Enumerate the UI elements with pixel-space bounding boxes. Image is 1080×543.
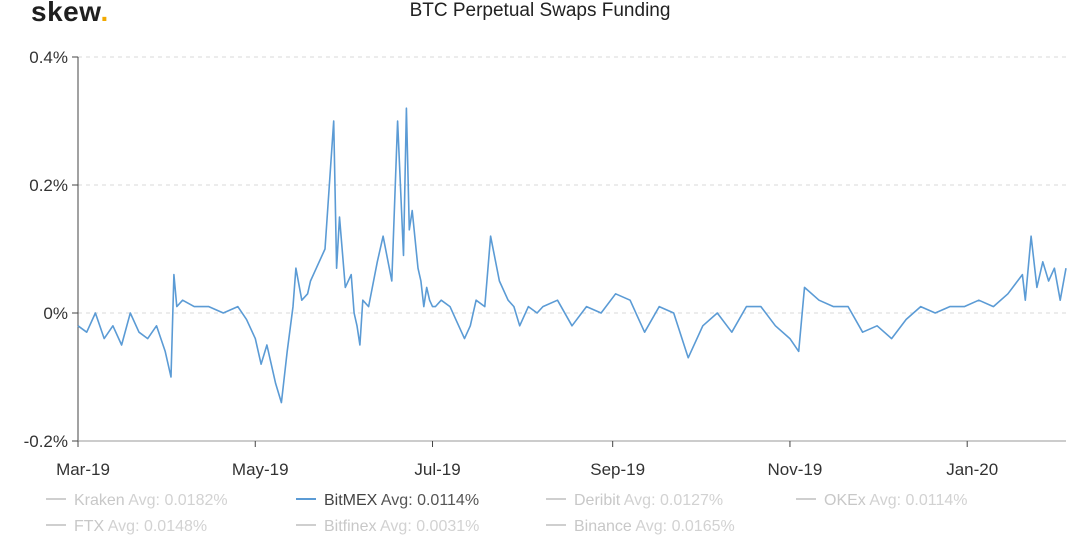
legend-item-okex[interactable]: OKEx Avg: 0.0114% <box>796 492 968 510</box>
y-tick-label: -0.2% <box>24 432 68 451</box>
x-tick-label: Jul-19 <box>414 460 460 479</box>
legend-swatch-icon <box>46 497 66 500</box>
legend-name: BitMEX <box>324 492 378 509</box>
legend-name: FTX <box>74 518 105 535</box>
legend-name: OKEx <box>824 492 866 509</box>
y-tick-label: 0% <box>43 304 68 323</box>
legend-avg: Avg: 0.0127% <box>623 492 724 509</box>
logo-text: skew <box>31 0 101 27</box>
y-tick-label: 0.4% <box>29 48 68 67</box>
funding-chart: -0.2% 0% 0.2% 0.4% Mar-19 May-19 Jul-19 Sep-19… <box>24 48 1067 479</box>
legend-swatch-icon <box>546 497 566 500</box>
legend-name: Binance <box>574 518 632 535</box>
x-tick-label: Jan-20 <box>946 460 998 479</box>
series-line-bitmex <box>77 107 1067 404</box>
x-tick-label: Mar-19 <box>56 460 110 479</box>
legend-swatch-icon <box>796 497 816 500</box>
x-tick-label: Nov-19 <box>768 460 823 479</box>
legend-item-bitfinex[interactable]: Bitfinex Avg: 0.0031% <box>296 518 479 536</box>
legend-name: Bitfinex <box>324 518 377 535</box>
x-tick-label: Sep-19 <box>590 460 645 479</box>
legend-avg: Avg: 0.0114% <box>380 492 480 509</box>
legend-avg: Avg: 0.0114% <box>869 492 968 509</box>
logo-dot: . <box>100 0 109 27</box>
legend-avg: Avg: 0.0031% <box>380 518 480 535</box>
legend-swatch-icon <box>296 523 316 526</box>
legend-avg: Avg: 0.0182% <box>128 492 228 509</box>
legend-avg: Avg: 0.0165% <box>635 518 735 535</box>
legend-swatch-icon <box>296 497 316 500</box>
legend-item-deribit[interactable]: Deribit Avg: 0.0127% <box>546 492 723 510</box>
series-group <box>77 107 1067 404</box>
legend-swatch-icon <box>546 523 566 526</box>
legend-avg: Avg: 0.0148% <box>107 518 208 535</box>
legend-name: Kraken <box>74 492 125 509</box>
grid-lines <box>78 56 1066 314</box>
legend-swatch-icon <box>46 523 66 526</box>
y-tick-label: 0.2% <box>29 176 68 195</box>
legend-item-binance[interactable]: Binance Avg: 0.0165% <box>546 518 735 536</box>
legend-item-ftx[interactable]: FTX Avg: 0.0148% <box>46 518 207 536</box>
axes <box>77 57 1066 442</box>
skew-logo: skew. <box>31 0 109 28</box>
chart-title: BTC Perpetual Swaps Funding <box>409 0 671 21</box>
x-axis-ticks: Mar-19 May-19 Jul-19 Sep-19 Nov-19 Jan-20 <box>56 441 998 479</box>
legend-item-kraken[interactable]: Kraken Avg: 0.0182% <box>46 492 228 510</box>
legend-item-bitmex[interactable]: BitMEX Avg: 0.0114% <box>296 492 479 510</box>
legend-name: Deribit <box>574 492 621 509</box>
x-tick-label: May-19 <box>232 460 289 479</box>
y-axis-ticks: -0.2% 0% 0.2% 0.4% <box>24 48 78 451</box>
